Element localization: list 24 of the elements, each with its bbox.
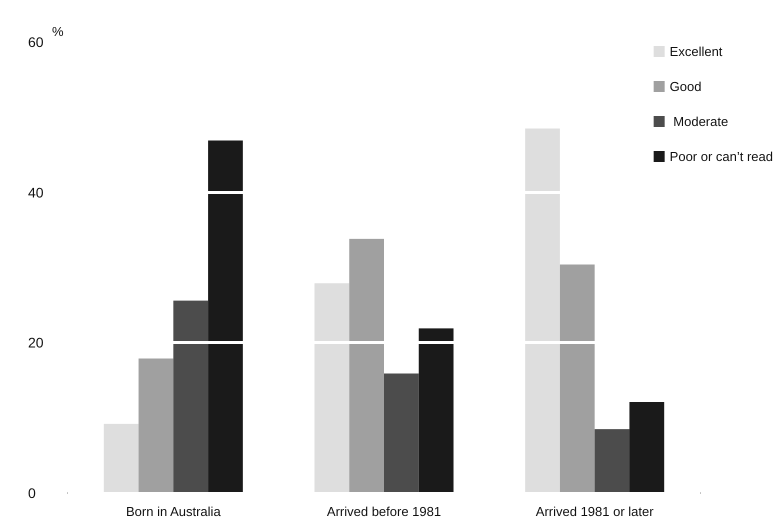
legend-label: Good: [670, 79, 702, 94]
y-tick-label: 0: [28, 485, 36, 501]
bar: [629, 402, 664, 493]
bar: [418, 328, 454, 493]
bar: [208, 140, 243, 493]
bar: [138, 358, 174, 493]
x-tick-label: Arrived before 1981: [326, 504, 442, 519]
legend-label: Moderate: [670, 114, 728, 129]
bar: [384, 373, 419, 493]
bar: [314, 283, 350, 493]
bar: [349, 238, 384, 493]
x-tick-label: Arrived 1981 or later: [536, 504, 654, 519]
legend-label: Excellent: [670, 44, 723, 59]
x-tick-label: Born in Australia: [126, 504, 222, 519]
bar: [173, 300, 208, 493]
legend-label: Poor or can’t read: [670, 149, 774, 164]
y-tick-label: 40: [28, 184, 44, 200]
bar: [104, 424, 139, 493]
bar: [594, 429, 630, 493]
y-axis-title: %: [52, 24, 64, 39]
bar: [560, 264, 595, 493]
bar: [525, 128, 560, 493]
y-tick-label: 20: [28, 334, 44, 351]
y-tick-label: 60: [28, 34, 44, 50]
